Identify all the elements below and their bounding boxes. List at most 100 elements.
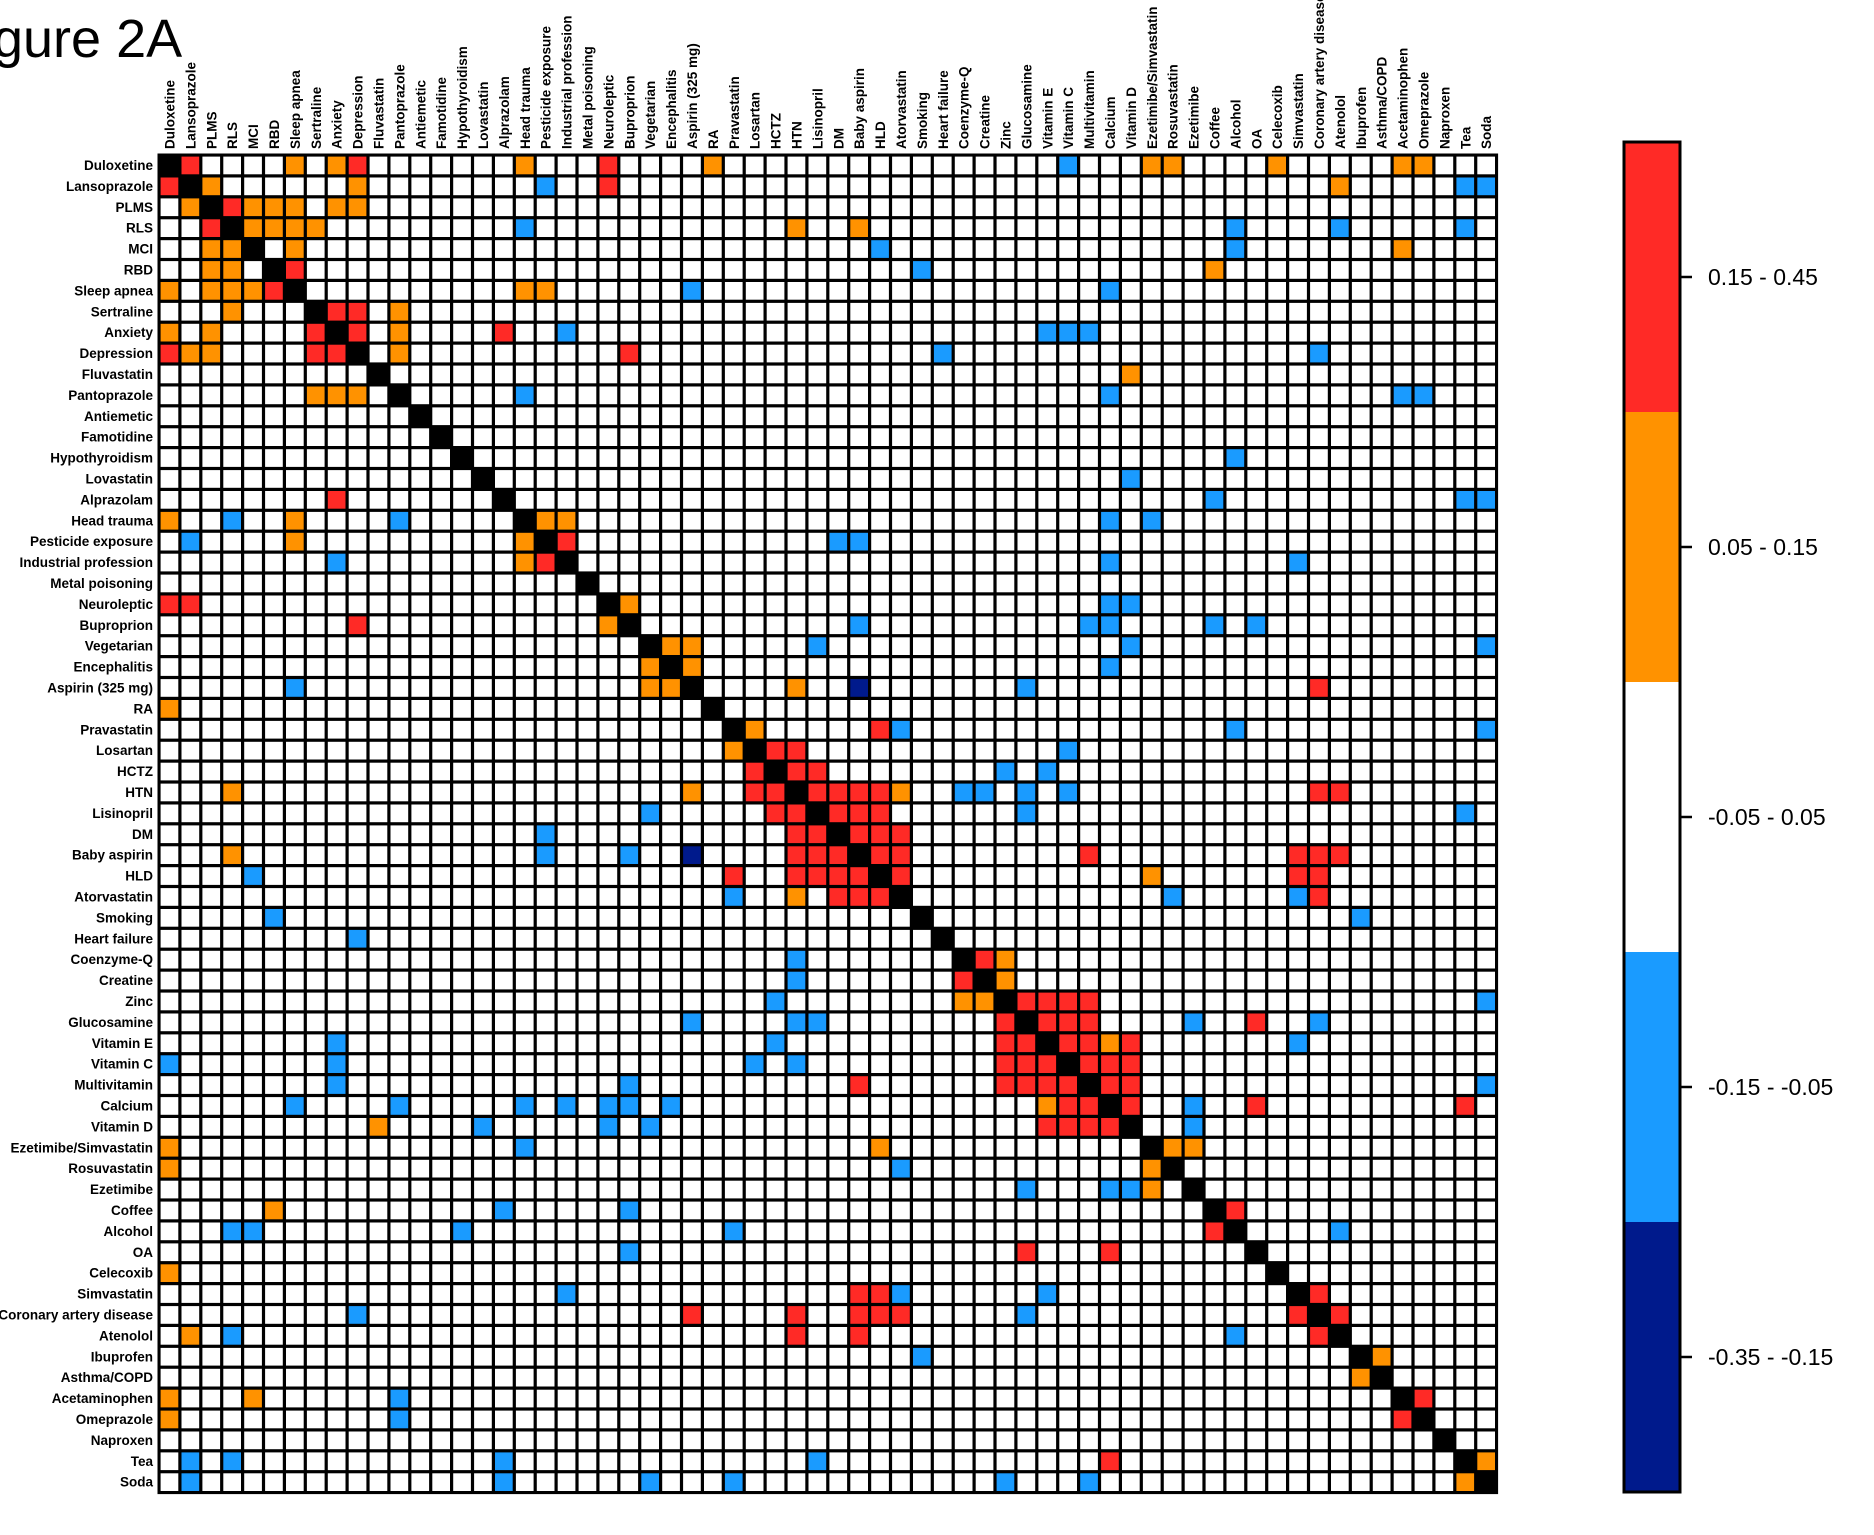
heatmap-cell-lisinopril-htn xyxy=(787,804,806,823)
heatmap-cell-glucosamine-plms xyxy=(202,1013,221,1032)
heatmap-cell-acetaminophen-ezetimibe-simvastatin xyxy=(1142,1389,1161,1408)
heatmap-cell-vitamin-d-famotidine xyxy=(432,1118,450,1136)
heatmap-cell-plms-hld xyxy=(871,198,889,217)
heatmap-cell-calcium-hld xyxy=(871,1097,889,1115)
heatmap-cell-aspirin-325-mg-ezetimibe-simvastatin xyxy=(1142,679,1161,697)
heatmap-cell-ezetimibe-ezetimibe-simvastatin xyxy=(1142,1180,1161,1199)
heatmap-cell-vitamin-c-asthma-copd xyxy=(1372,1055,1391,1073)
heatmap-cell-glucosamine-creatine xyxy=(975,1013,994,1032)
heatmap-cell-alprazolam-acetaminophen xyxy=(1393,491,1412,509)
heatmap-cell-hld-soda xyxy=(1477,867,1495,885)
heatmap-cell-naproxen-celecoxib xyxy=(1268,1431,1286,1450)
heatmap-cell-antiemetic-sertraline xyxy=(306,407,325,426)
heatmap-cell-zinc-alcohol xyxy=(1226,992,1245,1011)
heatmap-cell-pesticide-exposure-aspirin-325-mg xyxy=(683,532,701,551)
heatmap-cell-lisinopril-depression xyxy=(348,804,367,823)
heatmap-cell-ra-fluvastatin xyxy=(369,700,388,718)
heatmap-cell-simvastatin-sleep-apnea xyxy=(286,1285,304,1303)
heatmap-cell-vegetarian-coffee xyxy=(1205,637,1224,655)
heatmap-cell-multivitamin-soda xyxy=(1477,1076,1495,1094)
heatmap-cell-omeprazole-neuroleptic xyxy=(599,1410,618,1429)
heatmap-cell-vegetarian-zinc xyxy=(996,637,1015,655)
heatmap-cell-tea-anxiety xyxy=(327,1452,346,1471)
heatmap-cell-tea-simvastatin xyxy=(1289,1452,1307,1471)
heatmap-cell-atenolol-hld xyxy=(871,1327,889,1345)
row-label-rls: RLS xyxy=(126,221,153,236)
heatmap-cell-celecoxib-simvastatin xyxy=(1289,1264,1307,1282)
heatmap-cell-industrial-profession-famotidine xyxy=(432,553,450,572)
heatmap-cell-celecoxib-lovastatin xyxy=(474,1264,492,1282)
heatmap-cell-rls-hypothyroidism xyxy=(453,219,471,237)
heatmap-cell-pravastatin-lansoprazole xyxy=(181,720,200,739)
heatmap-cell-fluvastatin-sleep-apnea xyxy=(286,365,304,384)
heatmap-cell-multivitamin-metal-poisoning xyxy=(578,1076,597,1094)
heatmap-cell-rls-coronary-artery-disease xyxy=(1310,219,1328,237)
heatmap-cell-fluvastatin-rosuvastatin xyxy=(1163,365,1182,384)
heatmap-cell-neuroleptic-rosuvastatin xyxy=(1163,595,1182,614)
heatmap-cell-glucosamine-asthma-copd xyxy=(1372,1013,1391,1032)
heatmap-cell-alcohol-coffee xyxy=(1205,1222,1224,1241)
heatmap-cell-htn-losartan xyxy=(745,783,764,802)
heatmap-cell-vitamin-e-soda xyxy=(1477,1034,1495,1053)
heatmap-cell-vitamin-c-mci xyxy=(244,1055,262,1073)
heatmap-cell-pravastatin-glucosamine xyxy=(1017,720,1036,739)
heatmap-cell-vitamin-e-fluvastatin xyxy=(369,1034,388,1053)
heatmap-cell-pantoprazole-lansoprazole xyxy=(181,386,200,405)
heatmap-cell-coronary-artery-disease-ibuprofen xyxy=(1351,1306,1370,1324)
heatmap-cell-atorvastatin-plms xyxy=(202,888,221,906)
heatmap-cell-atenolol-encephalitis xyxy=(662,1327,680,1345)
heatmap-cell-pantoprazole-soda xyxy=(1477,386,1495,405)
heatmap-cell-celecoxib-htn xyxy=(787,1264,806,1282)
heatmap-cell-ezetimibe-simvastatin-pravastatin xyxy=(724,1138,743,1157)
heatmap-cell-baby-aspirin-pantoprazole xyxy=(390,846,409,864)
heatmap-cell-glucosamine-celecoxib xyxy=(1268,1013,1286,1032)
heatmap-cell-rls-ezetimibe xyxy=(1184,219,1203,237)
heatmap-cell-head-trauma-ibuprofen xyxy=(1351,511,1370,530)
heatmap-cell-lisinopril-coronary-artery-disease xyxy=(1310,804,1328,823)
heatmap-cell-metal-poisoning-htn xyxy=(787,574,806,593)
heatmap-cell-tea-famotidine xyxy=(432,1452,450,1471)
heatmap-cell-atenolol-atenolol xyxy=(1331,1327,1349,1345)
heatmap-cell-celecoxib-neuroleptic xyxy=(599,1264,618,1282)
heatmap-cell-sleep-apnea-mci xyxy=(244,282,262,300)
heatmap-cell-omeprazole-encephalitis xyxy=(662,1410,680,1429)
heatmap-cell-alcohol-asthma-copd xyxy=(1372,1222,1391,1241)
row-label-vitamin-d: Vitamin D xyxy=(91,1119,153,1134)
heatmap-cell-coronary-artery-disease-ezetimibe-simvastatin xyxy=(1142,1306,1161,1324)
heatmap-cell-head-trauma-rosuvastatin xyxy=(1163,511,1182,530)
heatmap-cell-vitamin-c-pravastatin xyxy=(724,1055,743,1073)
heatmap-cell-naproxen-vegetarian xyxy=(641,1431,659,1450)
heatmap-cell-encephalitis-calcium xyxy=(1101,658,1119,676)
heatmap-cell-sertraline-hypothyroidism xyxy=(453,302,471,321)
heatmap-cell-creatine-anxiety xyxy=(327,971,346,990)
heatmap-cell-pesticide-exposure-asthma-copd xyxy=(1372,532,1391,551)
heatmap-cell-buproprion-plms xyxy=(202,616,221,635)
heatmap-cell-encephalitis-ra xyxy=(704,658,722,676)
heatmap-cell-plms-pravastatin xyxy=(724,198,743,217)
heatmap-cell-htn-zinc xyxy=(996,783,1015,802)
heatmap-cell-celecoxib-antiemetic xyxy=(411,1264,430,1282)
heatmap-cell-htn-lisinopril xyxy=(808,783,827,802)
heatmap-cell-depression-hypothyroidism xyxy=(453,344,471,363)
heatmap-cell-oa-neuroleptic xyxy=(599,1243,618,1262)
heatmap-cell-tea-smoking xyxy=(913,1452,931,1471)
heatmap-cell-pravastatin-famotidine xyxy=(432,720,450,739)
heatmap-cell-baby-aspirin-glucosamine xyxy=(1017,846,1036,864)
heatmap-cell-vegetarian-ibuprofen xyxy=(1351,637,1370,655)
heatmap-cell-celecoxib-naproxen xyxy=(1435,1264,1454,1282)
heatmap-cell-sleep-apnea-simvastatin xyxy=(1289,282,1307,300)
heatmap-cell-vitamin-d-glucosamine xyxy=(1017,1118,1036,1136)
heatmap-cell-heart-failure-soda xyxy=(1477,929,1495,948)
heatmap-cell-glucosamine-acetaminophen xyxy=(1393,1013,1412,1032)
heatmap-cell-coffee-tea xyxy=(1456,1201,1475,1220)
heatmap-cell-plms-aspirin-325-mg xyxy=(683,198,701,217)
heatmap-cell-losartan-baby-aspirin xyxy=(850,741,868,760)
heatmap-cell-ezetimibe-duloxetine xyxy=(160,1180,179,1199)
heatmap-cell-duloxetine-oa xyxy=(1247,156,1266,175)
heatmap-cell-anxiety-simvastatin xyxy=(1289,323,1307,342)
heatmap-cell-pantoprazole-pesticide-exposure xyxy=(536,386,555,405)
heatmap-cell-hctz-antiemetic xyxy=(411,762,430,781)
heatmap-cell-fluvastatin-vitamin-e xyxy=(1038,365,1057,384)
heatmap-cell-zinc-plms xyxy=(202,992,221,1011)
heatmap-cell-soda-vitamin-d xyxy=(1122,1473,1140,1491)
